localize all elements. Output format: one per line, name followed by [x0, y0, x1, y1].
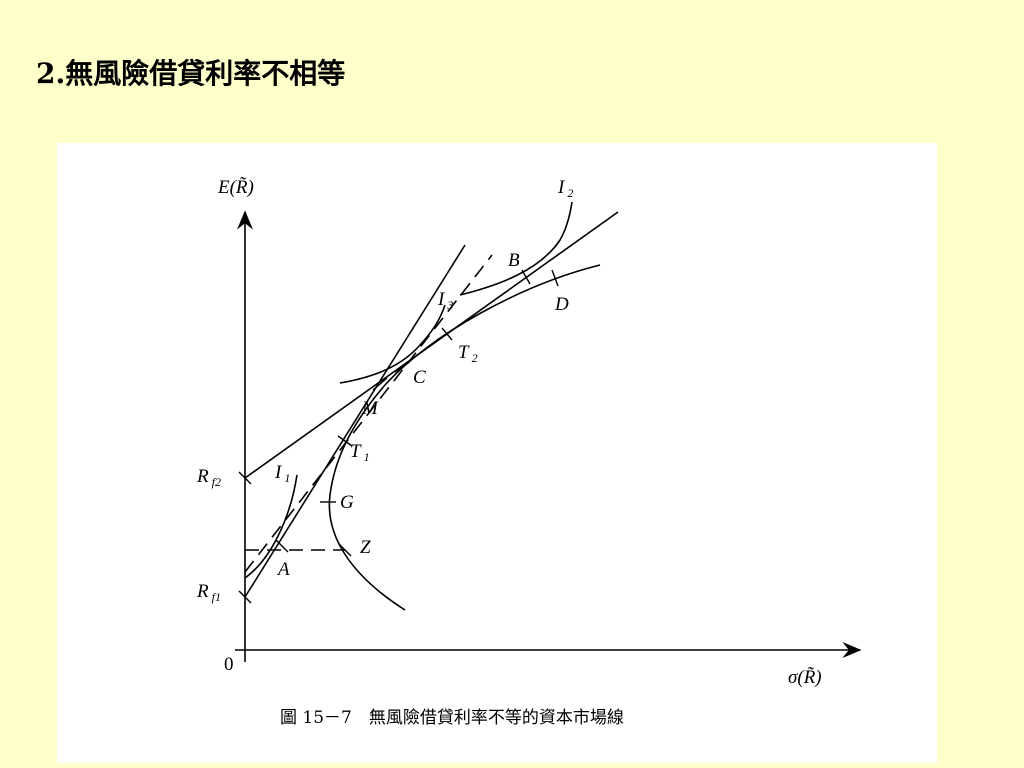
label-text: I: [437, 289, 446, 310]
point-label: B: [508, 250, 520, 271]
curve-i3: [339, 304, 446, 384]
point-label: Z: [360, 537, 371, 558]
frontier: [328, 264, 601, 611]
label-subscript: 1: [284, 471, 290, 485]
label-text: D: [554, 294, 569, 315]
point-label: A: [276, 559, 290, 580]
y-axis-label: E(R̃): [217, 177, 254, 198]
label-text: C: [413, 367, 426, 388]
label-subscript: f2: [212, 475, 221, 489]
caption: 圖 15－7 無風險借貸利率不等的資本市場線: [280, 708, 624, 728]
point-label: D: [554, 294, 569, 315]
point-ticks: [238, 269, 559, 604]
label-text: M: [361, 398, 379, 419]
label-subscript: 2: [472, 351, 478, 365]
figure-panel: [57, 143, 937, 763]
label-text: T: [350, 441, 362, 462]
label-text: A: [276, 559, 290, 580]
line-rf2: [244, 211, 619, 479]
x-axis-label: σ(R̃): [788, 667, 822, 688]
label-text: Z: [360, 537, 371, 558]
point-label: M: [361, 398, 379, 419]
label-text: G: [340, 492, 354, 513]
curve-i1: [244, 474, 298, 579]
label-subscript: 1: [364, 450, 370, 464]
label-text: R: [196, 581, 209, 602]
curve-i2: [459, 201, 573, 296]
point-label: C: [413, 367, 426, 388]
label-text: T: [458, 342, 470, 363]
line-rf1: [244, 244, 466, 598]
slide-title: 2.無風險借貸利率不相等: [36, 57, 346, 90]
point-label: G: [340, 492, 354, 513]
label-subscript: f1: [212, 590, 221, 604]
label-text: R: [196, 466, 209, 487]
label-text: B: [508, 250, 520, 271]
label-text: I: [557, 177, 566, 198]
label-subscript: 2: [567, 186, 573, 200]
origin-label: 0: [224, 654, 234, 675]
label-text: I: [274, 462, 283, 483]
label-subscript: 3: [446, 298, 453, 312]
